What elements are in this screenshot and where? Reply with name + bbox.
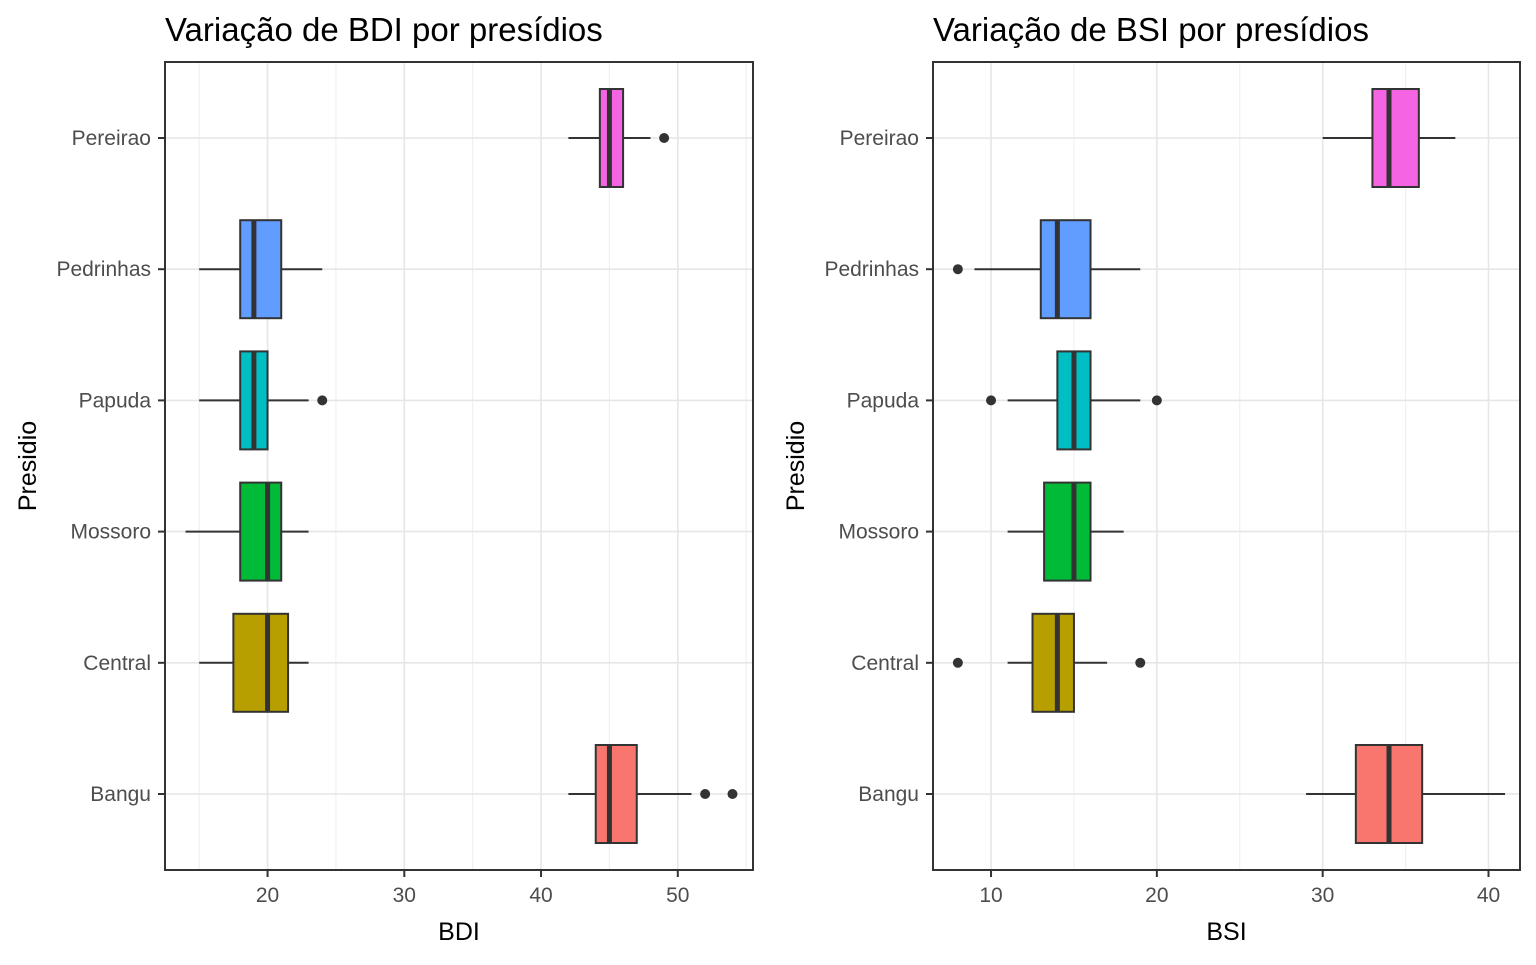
iqr-box bbox=[1039, 219, 1092, 320]
y-tick-label: Pereirao bbox=[840, 127, 919, 150]
panel-border bbox=[164, 61, 754, 871]
x-tick-label: 40 bbox=[1477, 884, 1500, 907]
outlier-point bbox=[986, 395, 997, 406]
outlier-point bbox=[659, 133, 670, 143]
box-papuda bbox=[986, 350, 1162, 451]
x-tick-label: 30 bbox=[1311, 884, 1334, 907]
x-tick-label: 50 bbox=[666, 884, 689, 907]
x-tick-label: 20 bbox=[256, 884, 279, 907]
y-axis-title: Presidio bbox=[782, 421, 810, 511]
x-tick-label: 20 bbox=[1145, 884, 1168, 907]
box-papuda bbox=[199, 350, 328, 451]
outlier-point bbox=[1151, 395, 1162, 406]
box-mossoro bbox=[185, 481, 309, 582]
y-tick-label: Mossoro bbox=[70, 521, 151, 544]
iqr-box bbox=[1043, 481, 1092, 582]
box-pedrinhas bbox=[199, 219, 323, 320]
y-tick-label: Papuda bbox=[79, 389, 152, 412]
y-tick-label: Mossoro bbox=[838, 521, 919, 544]
iqr-box bbox=[232, 612, 290, 713]
chart-title: Variação de BSI por presídios bbox=[933, 11, 1369, 48]
box-mossoro bbox=[1007, 481, 1124, 582]
outlier-point bbox=[952, 657, 963, 668]
y-tick-label: Pedrinhas bbox=[824, 258, 919, 281]
outlier-point bbox=[952, 264, 963, 275]
y-tick-label: Central bbox=[851, 652, 919, 675]
iqr-box bbox=[594, 744, 638, 844]
outlier-point bbox=[317, 395, 328, 406]
box-pereirao bbox=[568, 88, 670, 188]
box-central bbox=[199, 612, 309, 713]
x-axis-title: BSI bbox=[1206, 918, 1246, 946]
iqr-box bbox=[1371, 88, 1420, 188]
box-central bbox=[952, 612, 1146, 713]
x-tick-label: 30 bbox=[393, 884, 416, 907]
y-tick-label: Pereirao bbox=[72, 127, 151, 150]
y-tick-label: Papuda bbox=[847, 389, 920, 412]
box-pedrinhas bbox=[952, 219, 1141, 320]
outlier-point bbox=[700, 789, 711, 799]
chart-title: Variação de BDI por presídios bbox=[165, 11, 603, 48]
box-bangu bbox=[1306, 744, 1506, 844]
chart-panel-bsi: 10 20 30 40 Bangu Central Mossoro Papuda Pedrinh… bbox=[782, 11, 1521, 946]
x-tick-label: 40 bbox=[529, 884, 552, 907]
x-axis-title: BDI bbox=[438, 918, 480, 946]
chart-panel-bdi: 20 30 40 50 Bangu Central Mossoro Papuda Pedrinh… bbox=[14, 11, 754, 946]
iqr-box bbox=[239, 219, 283, 320]
outlier-point bbox=[727, 789, 738, 799]
panel-border bbox=[932, 61, 1521, 871]
y-tick-label: Bangu bbox=[858, 783, 919, 806]
box-bangu bbox=[568, 744, 738, 844]
x-tick-label: 10 bbox=[979, 884, 1002, 907]
outlier-point bbox=[1135, 657, 1146, 668]
y-axis-title: Presidio bbox=[14, 421, 42, 511]
y-tick-label: Central bbox=[83, 652, 151, 675]
iqr-box bbox=[239, 481, 283, 582]
box-pereirao bbox=[1322, 88, 1456, 188]
iqr-box bbox=[1031, 612, 1075, 713]
y-tick-label: Pedrinhas bbox=[56, 258, 151, 281]
y-tick-label: Bangu bbox=[90, 783, 151, 806]
